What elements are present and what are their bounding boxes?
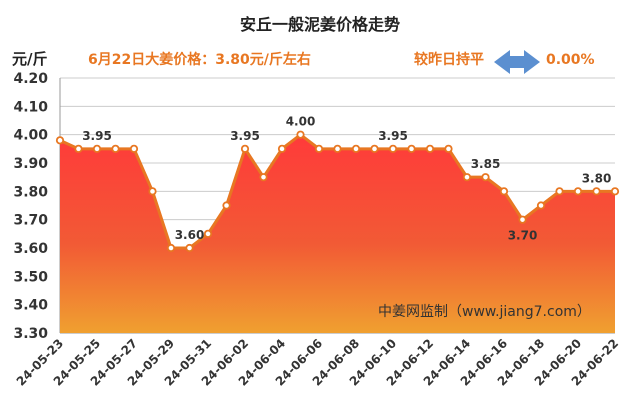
data-point	[555, 187, 564, 196]
data-point	[240, 144, 250, 153]
y-tick-label: 4.20	[13, 71, 48, 87]
y-axis: 3.30 3.40 3.50 3.60 3.70 3.80 3.90 4.00 4.10 4.20	[13, 71, 48, 342]
y-axis-unit: 元/斤	[12, 50, 47, 68]
data-labels: 3.95 3.60 3.95 4.00 3.95 3.85 3.70 3.80	[82, 115, 611, 243]
y-tick-label: 3.60	[13, 241, 48, 257]
data-point	[333, 144, 342, 153]
data-point	[55, 136, 65, 145]
watermark: 中姜网监制（www.jiang7.com）	[378, 304, 591, 320]
y-tick-label: 4.10	[13, 99, 48, 115]
y-tick-label: 3.90	[13, 156, 48, 172]
data-point	[74, 144, 83, 153]
data-point	[259, 173, 268, 182]
y-tick-label: 3.40	[13, 298, 48, 314]
data-point	[111, 144, 120, 153]
y-tick-label: 3.80	[13, 184, 48, 200]
data-point	[573, 187, 583, 196]
y-tick-label: 3.30	[13, 326, 48, 342]
compare-value: 0.00%	[546, 52, 595, 68]
data-point	[185, 243, 194, 253]
data-point	[166, 243, 176, 253]
data-point	[610, 187, 620, 196]
y-tick-label: 4.00	[13, 128, 48, 144]
data-point	[314, 144, 324, 153]
price-note: 6月22日大姜价格：3.80元/斤左右	[88, 51, 311, 68]
data-point	[296, 130, 305, 139]
double-arrow-icon	[494, 50, 540, 74]
data-point	[425, 144, 435, 153]
data-point	[407, 144, 416, 153]
data-label: 3.60	[175, 228, 205, 242]
data-label: 3.95	[230, 129, 260, 143]
chart-title: 安丘一般泥姜价格走势	[240, 15, 400, 34]
data-point	[536, 201, 546, 210]
data-label: 3.70	[508, 229, 538, 243]
data-point	[388, 144, 398, 153]
compare-label: 较昨日持平	[414, 51, 484, 68]
y-tick-label: 3.50	[13, 269, 48, 285]
data-point	[203, 229, 213, 238]
data-point	[444, 144, 453, 153]
data-point	[148, 187, 157, 196]
data-point	[462, 173, 472, 182]
data-label: 4.00	[286, 115, 316, 129]
data-point	[592, 187, 601, 196]
data-point	[370, 144, 379, 153]
data-label: 3.95	[378, 129, 408, 143]
data-label: 3.95	[82, 129, 112, 143]
y-tick-label: 3.70	[13, 213, 48, 229]
area-fill	[60, 134, 615, 333]
data-point	[92, 144, 102, 153]
data-point	[129, 144, 139, 153]
data-point	[499, 187, 509, 196]
data-point	[277, 144, 287, 153]
data-point	[481, 173, 490, 182]
data-point	[518, 215, 527, 224]
data-point	[222, 201, 231, 210]
data-point	[351, 144, 361, 153]
x-axis: 24-05-2324-05-2524-05-2724-05-2924-05-31…	[14, 336, 621, 388]
data-label: 3.85	[471, 157, 501, 171]
data-label: 3.80	[582, 171, 612, 185]
markers	[55, 130, 620, 253]
